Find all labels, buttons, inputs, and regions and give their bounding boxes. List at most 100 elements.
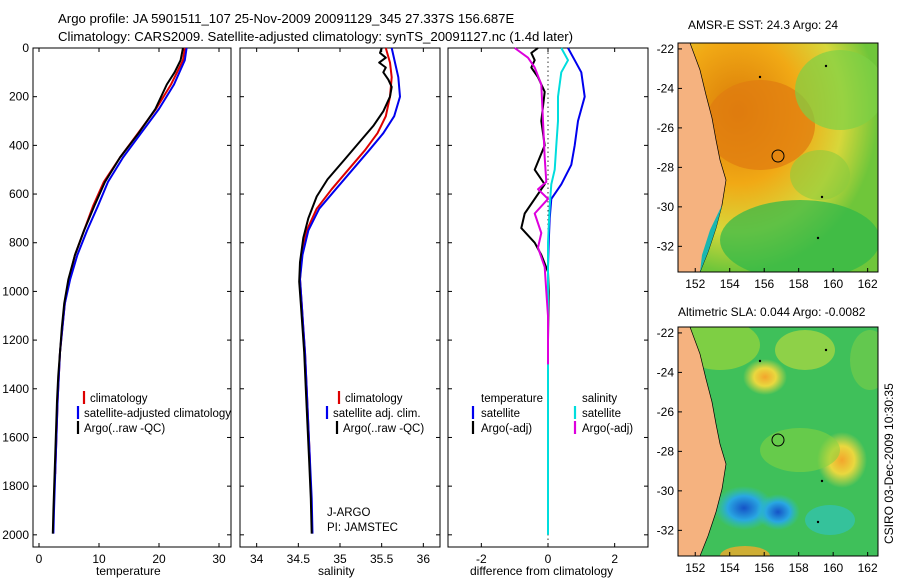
lon-tick-label: 160 — [823, 277, 843, 291]
sst-map-panel: AMSR-E SST: 24.3 Argo: 24 152 154 156 158 16… — [657, 18, 879, 291]
lon-tick-label: 160 — [823, 561, 843, 575]
lat-tick-label: -22 — [657, 42, 675, 56]
sst-map-lon-ticks: 152 154 156 158 160 162 — [685, 268, 878, 291]
legend-label-climatology: climatology — [345, 393, 403, 405]
depth-tick-label: 1200 — [2, 333, 29, 347]
annotation-j-argo: J-ARGO — [327, 507, 371, 519]
legend-label-satellite: satellite adj. clim. — [333, 408, 421, 420]
lon-tick-label: 156 — [754, 561, 774, 575]
x-tick-label: 35.5 — [370, 552, 394, 566]
x-tick-label: 34.5 — [287, 552, 311, 566]
timestamp: CSIRO 03-Dec-2009 10:30:35 — [882, 383, 896, 544]
series-line-sat_sal — [547, 47, 569, 535]
legend-label-sal-argo: Argo(-adj) — [582, 423, 633, 435]
lat-tick-label: -28 — [657, 160, 675, 174]
temperature-series — [51, 47, 188, 534]
header-line-2: Climatology: CARS2009. Satellite-adjuste… — [58, 29, 573, 44]
lat-tick-label: -26 — [657, 121, 675, 135]
series-line-argo — [298, 47, 393, 534]
lat-tick-label: -32 — [657, 239, 675, 253]
difference-legend: temperature satellite Argo(-adj) salinit… — [471, 393, 633, 435]
x-tick-label: 2 — [611, 552, 618, 566]
difference-x-ticks: -2 0 2 — [476, 48, 618, 566]
depth-tick-label: 1000 — [2, 284, 29, 298]
lat-tick-label: -32 — [657, 523, 675, 537]
difference-series — [514, 47, 586, 535]
salinity-xlabel: salinity — [318, 564, 355, 578]
temperature-x-ticks: 0 10 20 30 — [36, 48, 226, 566]
difference-panel: -2 0 2 difference from climatology tempera… — [447, 47, 649, 578]
annotation-pi: PI: JAMSTEC — [327, 522, 398, 534]
legend-label-temp-argo: Argo(-adj) — [481, 423, 532, 435]
series-line-argo_sal — [514, 47, 549, 365]
lon-tick-label: 162 — [858, 277, 878, 291]
x-tick-label: 0 — [36, 552, 43, 566]
lon-tick-label: 156 — [754, 277, 774, 291]
x-tick-label: 20 — [152, 552, 166, 566]
temperature-axes-box — [32, 47, 232, 548]
x-tick-label: 35 — [333, 552, 347, 566]
salinity-legend: climatology satellite adj. clim. Argo(..… — [325, 391, 424, 435]
sla-map-lon-ticks: 152 154 156 158 160 162 — [685, 552, 878, 575]
series-line-sat — [547, 47, 586, 504]
lon-tick-label: 154 — [720, 277, 740, 291]
depth-tick-label: 200 — [9, 90, 29, 104]
temperature-legend: climatology satellite-adjusted climatolo… — [76, 391, 231, 435]
legend-label-argo: Argo(..raw -QC) — [84, 423, 165, 435]
legend-label-sal-satellite: satellite — [582, 408, 621, 420]
series-line-sat — [52, 47, 188, 534]
header-line-1: Argo profile: JA 5901511_107 25-Nov-2009… — [58, 11, 515, 26]
x-tick-label: 36 — [417, 552, 431, 566]
depth-tick-label: 1400 — [2, 382, 29, 396]
legend-label-climatology: climatology — [90, 393, 148, 405]
salinity-axes-box — [239, 47, 441, 548]
sla-map-lat-ticks: -22 -24 -26 -28 -30 -32 — [657, 326, 682, 537]
sla-map-panel: Altimetric SLA: 0.044 Argo: -0.0082 152 1… — [657, 305, 879, 575]
legend-title-salinity: salinity — [582, 393, 617, 405]
lat-tick-label: -24 — [657, 81, 675, 95]
depth-tick-label: 2000 — [2, 528, 29, 542]
depth-tick-label: 800 — [9, 236, 29, 250]
salinity-x-ticks: 34 34.5 35 35.5 36 — [250, 48, 430, 566]
depth-tick-label: 1800 — [2, 479, 29, 493]
depth-tick-label: 1600 — [2, 430, 29, 444]
lon-tick-label: 152 — [685, 277, 705, 291]
x-tick-label: 0 — [545, 552, 552, 566]
lon-tick-label: 158 — [789, 277, 809, 291]
lat-tick-label: -30 — [657, 200, 675, 214]
difference-xlabel: difference from climatology — [470, 564, 613, 578]
depth-tick-labels: 0 200 400 600 800 1000 1200 1400 1600 1800 2000 — [2, 41, 648, 542]
lat-tick-label: -30 — [657, 484, 675, 498]
salinity-series — [298, 47, 401, 534]
lon-tick-label: 152 — [685, 561, 705, 575]
lat-tick-label: -26 — [657, 405, 675, 419]
legend-label-argo: Argo(..raw -QC) — [343, 423, 424, 435]
legend-title-temperature: temperature — [481, 393, 543, 405]
depth-tick-label: 0 — [22, 41, 29, 55]
lon-tick-label: 154 — [720, 561, 740, 575]
series-line-argo — [51, 47, 184, 534]
argo-location-marker — [771, 433, 785, 447]
lat-tick-label: -24 — [657, 365, 675, 379]
temperature-xlabel: temperature — [96, 564, 161, 578]
sst-map-image — [678, 43, 878, 272]
lon-tick-label: 158 — [789, 561, 809, 575]
series-line-sat — [299, 47, 401, 534]
sla-map-image — [678, 327, 878, 556]
x-tick-label: 34 — [250, 552, 264, 566]
x-tick-label: -2 — [476, 552, 487, 566]
sst-map-title: AMSR-E SST: 24.3 Argo: 24 — [688, 18, 838, 32]
lat-tick-label: -22 — [657, 326, 675, 340]
depth-tick-label: 400 — [9, 138, 29, 152]
sla-map-title: Altimetric SLA: 0.044 Argo: -0.0082 — [678, 305, 866, 319]
argo-location-marker — [771, 149, 785, 163]
depth-tick-label: 600 — [9, 187, 29, 201]
sst-map-lat-ticks: -22 -24 -26 -28 -30 -32 — [657, 42, 682, 253]
legend-label-satellite: satellite-adjusted climatology — [84, 408, 231, 420]
lat-tick-label: -28 — [657, 444, 675, 458]
x-tick-label: 30 — [212, 552, 226, 566]
x-tick-label: 10 — [92, 552, 106, 566]
lon-tick-label: 162 — [858, 561, 878, 575]
